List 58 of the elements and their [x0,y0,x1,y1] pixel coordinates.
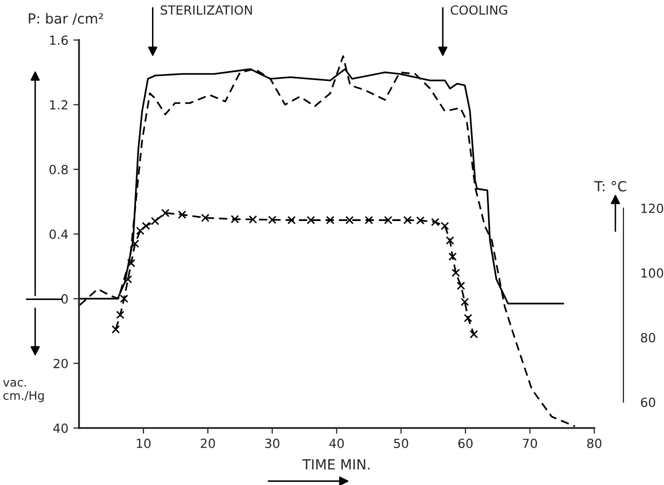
point [287,216,296,224]
point [364,216,374,224]
x-tick-label: 20 [200,438,215,448]
y-tick-label: 0.4 [50,229,68,239]
point [456,282,466,290]
x-tick-label: 60 [458,438,473,448]
y-tick-label: 1.6 [50,35,68,45]
x-tick-label: 80 [587,438,602,448]
point [326,216,334,224]
point [416,216,425,225]
point [384,216,392,224]
point [403,216,412,224]
y-tick-label: 0.8 [50,164,68,174]
point [120,294,128,303]
y2-tick-label: 80 [640,332,656,342]
text: COOLING [450,5,508,15]
point [161,208,170,218]
point [201,214,210,222]
y2-tick-label: 100 [641,268,664,278]
point [306,216,316,224]
y3-tick-label: 40 [53,423,68,433]
point [464,314,472,322]
x-tick-label: 50 [394,438,408,448]
point [446,236,454,245]
point [127,258,136,268]
y-tick-label: 0 [61,294,68,304]
point [268,216,276,224]
y2-tick-label: 60 [640,398,656,408]
x-tick-label: 30 [265,438,280,448]
point [150,216,160,226]
point [470,330,478,338]
point [124,275,132,284]
y2-tick-label: 120 [641,204,664,214]
point [448,252,457,261]
x-tick-label: 10 [136,438,151,448]
x-tick-label: 40 [329,438,344,448]
point [431,218,440,226]
point [112,325,120,334]
point [142,222,150,230]
y3-tick-label: 20 [54,358,68,368]
point [178,210,186,219]
point [440,222,450,230]
point [345,216,354,224]
point [230,214,240,224]
line-series [79,55,576,428]
point [452,268,460,277]
x-tick-label: 70 [522,438,537,448]
text: vac. cm./Hg [3,380,44,402]
point [130,240,140,248]
point [248,215,258,224]
x-axis-title: TIME MIN. [302,459,370,470]
point [116,310,124,320]
point [460,298,469,306]
y-tick-label: 1.2 [50,100,68,110]
text: STERILIZATION [160,5,252,15]
y-axis-title: P: bar /cm² [28,12,103,25]
point [136,226,144,235]
y2-axis-title: T: °C [594,180,626,192]
